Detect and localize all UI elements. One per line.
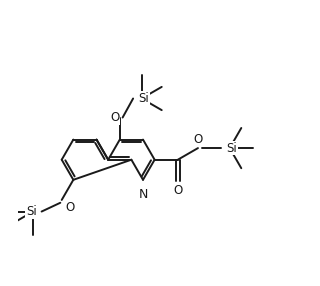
Text: Si: Si <box>138 92 149 105</box>
Text: O: O <box>193 133 203 146</box>
Text: Si: Si <box>26 205 36 218</box>
Text: Si: Si <box>226 142 237 155</box>
Text: O: O <box>65 201 74 214</box>
Text: N: N <box>138 188 148 201</box>
Text: O: O <box>110 111 119 124</box>
Text: O: O <box>173 184 182 197</box>
